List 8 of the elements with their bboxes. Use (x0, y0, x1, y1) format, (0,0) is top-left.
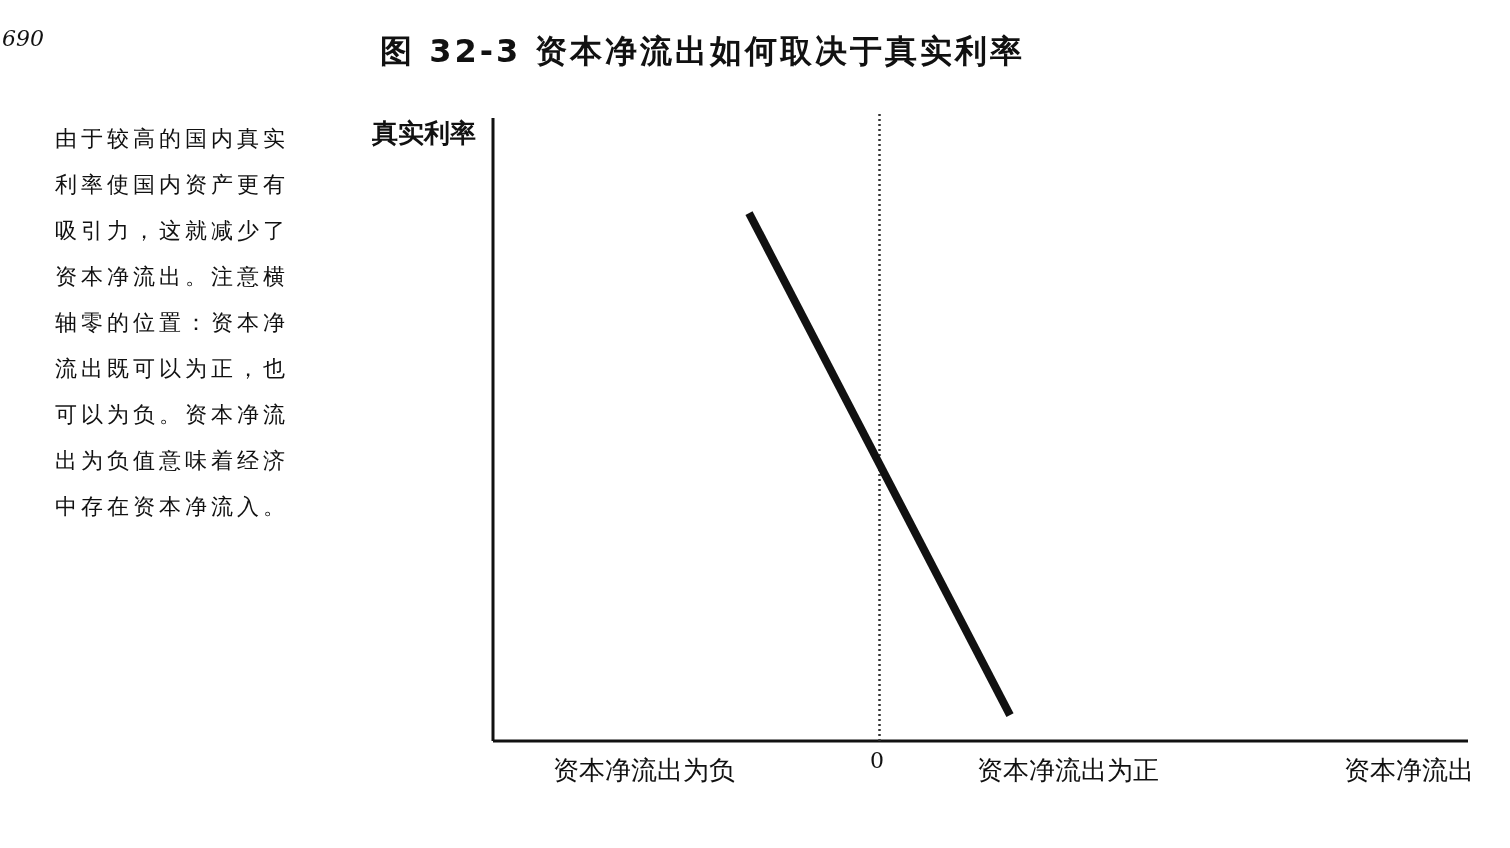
annotation: 真实利率 (372, 117, 476, 150)
annotation: 由于较高的国内真实利率使国内资产更有吸引力，这就减少了资本净流出。注意横轴零的位置：资本净流出既可以为正，也可以为负。资本净流出为负值意味着经济中存在资本净流入。 (55, 125, 290, 521)
title: 图 32-3 资本净流出如何取决于真实利率 (380, 31, 1026, 72)
annotation: 690 (2, 26, 44, 51)
annotation: 资本净流出为负 (553, 754, 735, 787)
annotation: 资本净流出为正 (977, 754, 1159, 787)
annotation: 资本净流出 (1344, 754, 1474, 787)
annotation: 0 (870, 748, 884, 773)
